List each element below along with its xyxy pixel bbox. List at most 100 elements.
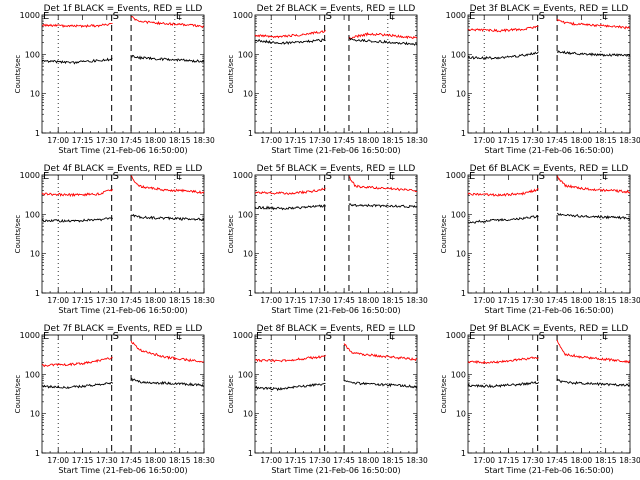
series-events-line xyxy=(467,50,631,61)
chart-title: Det 2f BLACK = Events, RED = LLD xyxy=(257,4,416,14)
chart-title: Det 8f BLACK = Events, RED = LLD xyxy=(257,324,416,334)
x-tick-label: 18:15 xyxy=(382,136,404,145)
x-axis-label: Start Time (21-Feb-06 16:50:00) xyxy=(271,306,400,315)
y-tick-label: 10 xyxy=(456,410,466,419)
marker-letter: E xyxy=(43,331,49,342)
x-axis-label: Start Time (21-Feb-06 16:50:00) xyxy=(58,466,187,475)
y-tick-label: 100 xyxy=(451,210,466,219)
series-lld-line xyxy=(467,175,631,197)
x-tick-label: 18:15 xyxy=(595,296,617,305)
series-lld-line xyxy=(254,176,418,196)
x-tick-label: 17:30 xyxy=(309,456,331,465)
marker-letter: E xyxy=(176,11,182,22)
x-tick-label: 17:00 xyxy=(260,136,282,145)
x-tick-label: 17:45 xyxy=(333,296,355,305)
x-tick-label: 18:30 xyxy=(406,456,428,465)
marker-letter: E xyxy=(469,11,475,22)
x-tick-label: 17:30 xyxy=(309,136,331,145)
y-axis-label: Counts/sec xyxy=(227,375,235,414)
y-tick-label: 1000 xyxy=(446,11,466,20)
x-tick-label: 18:15 xyxy=(169,136,191,145)
y-tick-label: 1 xyxy=(35,449,40,458)
chart-title: Det 5f BLACK = Events, RED = LLD xyxy=(257,164,416,174)
y-tick-label: 100 xyxy=(238,210,253,219)
plot-frame xyxy=(467,334,631,454)
chart-title: Det 6f BLACK = Events, RED = LLD xyxy=(470,164,629,174)
x-tick-label: 18:00 xyxy=(145,296,167,305)
y-tick-label: 1 xyxy=(248,449,253,458)
x-tick-label: 17:30 xyxy=(522,296,544,305)
x-tick-label: 18:00 xyxy=(358,456,380,465)
x-axis-label: Start Time (21-Feb-06 16:50:00) xyxy=(58,306,187,315)
y-tick-label: 100 xyxy=(451,370,466,379)
chart-panel: Det 8f BLACK = Events, RED = LLD 1 10 100 10… xyxy=(227,324,428,475)
x-tick-label: 17:30 xyxy=(522,136,544,145)
x-tick-label: 18:30 xyxy=(406,136,428,145)
x-tick-label: 18:15 xyxy=(595,136,617,145)
x-tick-label: 17:00 xyxy=(260,296,282,305)
x-tick-label: 18:30 xyxy=(193,456,215,465)
x-tick-label: 17:30 xyxy=(96,296,118,305)
marker-letter: S xyxy=(326,331,332,342)
y-axis-label: Counts/sec xyxy=(440,215,448,254)
chart-panel: Det 6f BLACK = Events, RED = LLD 1 10 100 10… xyxy=(440,164,640,315)
x-tick-label: 18:00 xyxy=(571,296,593,305)
plot-frame xyxy=(254,14,418,134)
x-axis-label: Start Time (21-Feb-06 16:50:00) xyxy=(484,146,613,155)
x-axis-label: Start Time (21-Feb-06 16:50:00) xyxy=(58,146,187,155)
y-tick-label: 10 xyxy=(30,410,40,419)
marker-letter: E xyxy=(43,11,49,22)
x-tick-label: 18:30 xyxy=(619,136,640,145)
chart-panel: Det 5f BLACK = Events, RED = LLD 1 10 100 10… xyxy=(227,164,428,315)
chart-panel: Det 2f BLACK = Events, RED = LLD 1 10 100 10… xyxy=(227,4,428,155)
x-axis-label: Start Time (21-Feb-06 16:50:00) xyxy=(484,466,613,475)
x-axis-label: Start Time (21-Feb-06 16:50:00) xyxy=(271,146,400,155)
marker-letter: S xyxy=(113,11,119,22)
marker-letter: E xyxy=(469,331,475,342)
x-tick-label: 17:00 xyxy=(47,136,69,145)
x-tick-label: 17:00 xyxy=(260,456,282,465)
chart-panel: Det 4f BLACK = Events, RED = LLD 1 10 100 10… xyxy=(14,164,215,315)
x-tick-label: 18:00 xyxy=(571,136,593,145)
y-axis-label: Counts/sec xyxy=(227,215,235,254)
y-tick-label: 1000 xyxy=(233,171,253,180)
x-tick-label: 17:45 xyxy=(120,456,142,465)
x-tick-label: 17:15 xyxy=(285,456,307,465)
y-axis-label: Counts/sec xyxy=(440,375,448,414)
plot-frame xyxy=(41,334,205,454)
y-tick-label: 1 xyxy=(248,289,253,298)
x-tick-label: 17:15 xyxy=(498,456,520,465)
series-events-line xyxy=(467,378,631,389)
y-tick-label: 1 xyxy=(461,129,466,138)
plot-frame xyxy=(467,174,631,294)
x-tick-label: 17:45 xyxy=(546,136,568,145)
y-tick-label: 10 xyxy=(243,410,253,419)
y-tick-label: 100 xyxy=(25,370,40,379)
y-tick-label: 10 xyxy=(30,250,40,259)
x-tick-label: 17:15 xyxy=(498,296,520,305)
plot-frame xyxy=(467,14,631,134)
chart-title: Det 7f BLACK = Events, RED = LLD xyxy=(44,324,203,334)
x-tick-label: 18:30 xyxy=(406,296,428,305)
marker-letter: E xyxy=(256,331,262,342)
x-tick-label: 18:00 xyxy=(145,136,167,145)
series-events-line xyxy=(254,380,418,392)
series-lld-line xyxy=(467,18,631,33)
y-tick-label: 1000 xyxy=(20,171,40,180)
x-tick-label: 17:00 xyxy=(47,296,69,305)
x-tick-label: 17:30 xyxy=(96,136,118,145)
x-tick-label: 18:15 xyxy=(382,456,404,465)
y-tick-label: 100 xyxy=(238,370,253,379)
marker-letter: E xyxy=(43,171,49,182)
series-lld-line xyxy=(254,343,418,363)
y-tick-label: 1000 xyxy=(20,331,40,340)
series-events-line xyxy=(467,212,630,224)
y-tick-label: 10 xyxy=(456,90,466,99)
x-tick-label: 17:45 xyxy=(333,456,355,465)
y-axis-label: Counts/sec xyxy=(14,55,22,94)
x-tick-label: 17:15 xyxy=(72,456,94,465)
marker-letter: S xyxy=(539,171,545,182)
y-tick-label: 1 xyxy=(461,289,466,298)
y-tick-label: 1 xyxy=(35,289,40,298)
